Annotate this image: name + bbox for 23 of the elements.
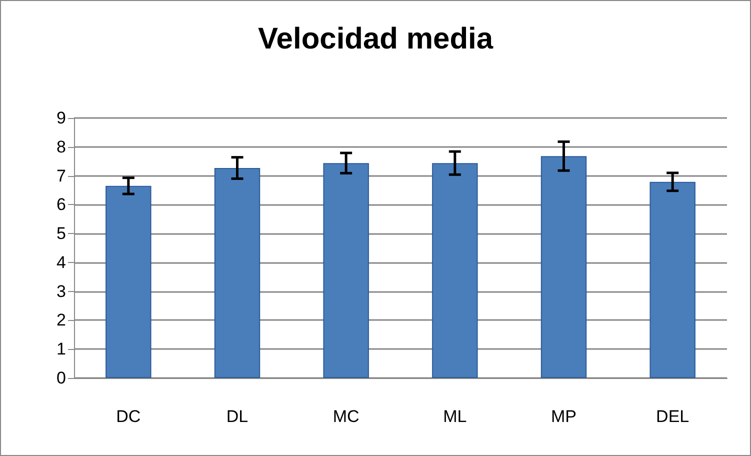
bar — [650, 182, 696, 378]
bar — [432, 163, 478, 378]
bar — [323, 163, 369, 378]
chart-title: Velocidad media — [258, 22, 494, 56]
y-tick-label: 2 — [56, 310, 66, 330]
bar — [106, 186, 152, 378]
bar — [540, 156, 587, 378]
y-tick-label: 4 — [56, 252, 66, 272]
x-tick-label: MP — [551, 407, 576, 426]
y-tick-label: 3 — [56, 282, 66, 301]
x-tick-label: DC — [116, 407, 141, 426]
y-tick-label: 6 — [56, 195, 66, 214]
x-tick-label: DEL — [656, 407, 690, 426]
y-tick-label: 9 — [56, 108, 66, 128]
x-tick-label: MC — [332, 407, 360, 426]
x-tick-label: DL — [226, 407, 248, 426]
y-tick-label: 0 — [56, 368, 66, 388]
y-tick-label: 5 — [56, 224, 66, 244]
bar — [214, 168, 260, 378]
y-tick-label: 7 — [56, 166, 66, 186]
y-tick-label: 1 — [56, 340, 66, 359]
y-tick-label: 8 — [56, 137, 66, 156]
x-tick-label: ML — [443, 407, 467, 426]
